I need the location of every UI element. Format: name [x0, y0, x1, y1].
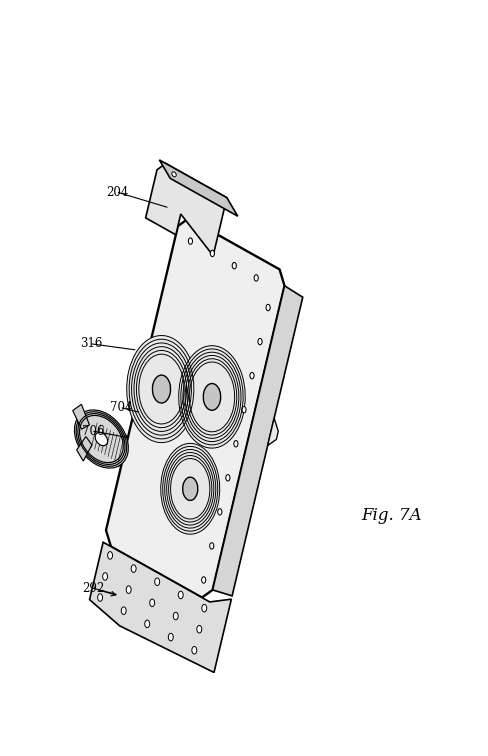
Polygon shape	[268, 418, 278, 445]
Ellipse shape	[126, 586, 131, 593]
Ellipse shape	[202, 604, 207, 612]
Ellipse shape	[168, 634, 173, 641]
Ellipse shape	[161, 443, 220, 534]
Ellipse shape	[232, 262, 236, 269]
Ellipse shape	[108, 552, 113, 559]
Ellipse shape	[155, 578, 160, 586]
Ellipse shape	[152, 375, 171, 403]
Text: 706: 706	[82, 425, 104, 438]
Ellipse shape	[178, 591, 183, 599]
Polygon shape	[73, 404, 89, 429]
Ellipse shape	[197, 625, 202, 633]
Text: 204: 204	[106, 186, 129, 199]
Ellipse shape	[131, 565, 136, 572]
Ellipse shape	[242, 407, 246, 413]
Ellipse shape	[75, 410, 128, 468]
Ellipse shape	[183, 477, 198, 500]
Polygon shape	[213, 286, 303, 596]
Ellipse shape	[172, 172, 176, 177]
Ellipse shape	[121, 607, 126, 615]
Ellipse shape	[150, 599, 155, 606]
Text: 316: 316	[80, 337, 102, 351]
Ellipse shape	[192, 646, 197, 654]
Text: 704: 704	[110, 401, 133, 414]
Ellipse shape	[203, 383, 221, 411]
Polygon shape	[90, 421, 126, 466]
Ellipse shape	[226, 475, 230, 481]
Ellipse shape	[254, 274, 258, 281]
Ellipse shape	[250, 373, 254, 379]
Ellipse shape	[266, 305, 270, 311]
Ellipse shape	[210, 543, 214, 549]
Text: Fig. 7A: Fig. 7A	[362, 507, 422, 524]
Ellipse shape	[98, 593, 102, 601]
Ellipse shape	[145, 620, 150, 627]
Text: 292: 292	[82, 582, 104, 595]
Polygon shape	[160, 160, 238, 216]
Polygon shape	[90, 542, 231, 673]
Ellipse shape	[102, 573, 107, 581]
Ellipse shape	[127, 336, 196, 442]
Ellipse shape	[95, 432, 107, 446]
Ellipse shape	[258, 339, 262, 345]
Ellipse shape	[210, 250, 214, 256]
Ellipse shape	[234, 441, 238, 447]
Ellipse shape	[173, 612, 178, 620]
Ellipse shape	[188, 238, 193, 244]
Ellipse shape	[218, 509, 222, 515]
Ellipse shape	[202, 577, 206, 583]
Polygon shape	[106, 218, 285, 597]
Ellipse shape	[179, 345, 245, 448]
Polygon shape	[77, 436, 92, 461]
Polygon shape	[145, 163, 227, 256]
